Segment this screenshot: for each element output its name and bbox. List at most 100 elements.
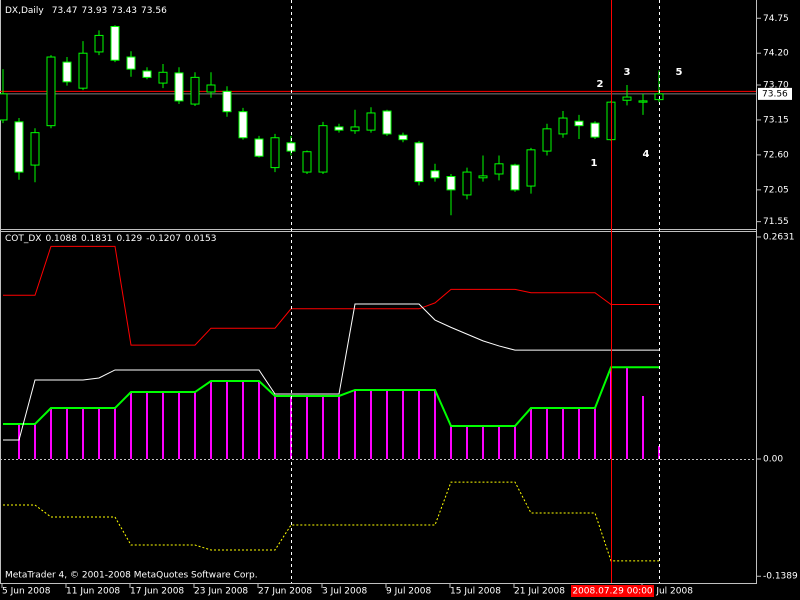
candle-body <box>62 61 72 83</box>
histogram-bar <box>258 381 260 460</box>
histogram-bar <box>114 408 116 460</box>
histogram-bar <box>338 395 340 460</box>
crosshair-box <box>571 585 654 597</box>
histogram-bar <box>434 389 436 460</box>
candle-body <box>0 93 8 121</box>
candle-body <box>398 134 408 141</box>
indicator-value: -0.1207 <box>146 234 181 244</box>
candle-body <box>302 151 312 173</box>
x-tick-label: 11 Jun 2008 <box>66 587 120 597</box>
title-high: 73.93 <box>82 6 108 16</box>
histogram-bar <box>146 392 148 460</box>
indicator-line <box>3 245 659 346</box>
histogram-bar <box>530 408 532 460</box>
title-name: DX,Daily <box>5 6 44 16</box>
candle-body <box>478 175 488 179</box>
x-tick-label: 15 Jul 2008 <box>450 587 501 597</box>
x-tick-label: 31 Jul 2008 <box>642 587 693 597</box>
x-tick-label: 23 Jun 2008 <box>194 587 248 597</box>
y-tick-label: 72.05 <box>763 185 789 195</box>
histogram-bar <box>626 367 628 460</box>
y-tick-label: -0.1389 <box>763 572 798 582</box>
candle-body <box>590 122 600 138</box>
histogram-bar <box>354 389 356 460</box>
histogram-bar <box>578 408 580 460</box>
candle-body <box>622 96 632 101</box>
histogram-bar <box>322 395 324 460</box>
candle-body <box>254 138 264 157</box>
title-close: 73.56 <box>141 6 167 16</box>
candle-body <box>30 132 40 166</box>
histogram-bar <box>370 389 372 460</box>
indicator-value: 0.1088 <box>45 234 77 244</box>
candle-body <box>558 117 568 135</box>
histogram-bar <box>66 408 68 460</box>
y-tick-label: 74.75 <box>763 14 789 24</box>
indicator-name: COT_DX <box>5 234 41 244</box>
histogram-bar <box>306 395 308 460</box>
annotation: 4 <box>643 149 650 160</box>
histogram-bar <box>226 381 228 460</box>
candle-body <box>446 176 456 191</box>
histogram-bar <box>642 395 644 460</box>
histogram-bar <box>82 408 84 460</box>
histogram-bar <box>242 381 244 460</box>
candle-body <box>382 110 392 135</box>
histogram-bar <box>274 395 276 460</box>
x-tick-label: 21 Jul 2008 <box>514 587 565 597</box>
candle-body <box>574 120 584 127</box>
histogram-bar <box>194 392 196 460</box>
candle-body <box>158 71 168 84</box>
candle-body <box>526 149 536 187</box>
candle-body <box>318 125 328 173</box>
candle-body <box>46 56 56 127</box>
histogram-bar <box>562 408 564 460</box>
candle-body <box>110 26 120 61</box>
candle-body <box>462 171 472 196</box>
indicator-value: 0.0153 <box>185 234 217 244</box>
histogram-bar <box>50 408 52 460</box>
annotation: 2 <box>597 79 604 90</box>
y-tick-label: 73.70 <box>763 80 789 90</box>
indicator-title: COT_DX 0.1088 0.1831 0.129 -0.1207 0.0153 <box>5 234 216 244</box>
candle-body <box>206 84 216 93</box>
candle-body <box>14 121 24 173</box>
x-tick-label: 27 Jun 2008 <box>258 587 312 597</box>
candle-body <box>334 126 344 131</box>
candle-body <box>94 34 104 53</box>
y-tick-label: 73.15 <box>763 115 789 125</box>
histogram-bar <box>34 423 36 460</box>
candle-body <box>222 90 232 113</box>
y-tick-label: 0.00 <box>763 455 783 465</box>
histogram-bar <box>498 426 500 460</box>
x-tick-label: 3 Jul 2008 <box>322 587 367 597</box>
candle-body <box>430 170 440 179</box>
x-tick-label: 9 Jul 2008 <box>386 587 431 597</box>
candle-body <box>142 70 152 78</box>
histogram-bar <box>130 392 132 460</box>
histogram-bar <box>210 381 212 460</box>
candle-body <box>126 56 136 70</box>
crosshair-label: 2008.07.29 00:00 <box>572 587 653 597</box>
chart-title: DX,Daily 73.47 73.93 73.43 73.56 <box>5 6 167 16</box>
indicator-line <box>3 481 659 562</box>
x-tick-label: 17 Jun 2008 <box>130 587 184 597</box>
annotation: 1 <box>591 158 598 169</box>
y-tick-label: 0.2631 <box>763 232 795 242</box>
candle-body <box>238 111 248 139</box>
candle-body <box>350 126 360 132</box>
histogram-bar <box>546 408 548 460</box>
candle-body <box>638 100 648 103</box>
histogram-bar <box>418 389 420 460</box>
y-tick-label: 71.55 <box>763 217 789 227</box>
x-tick-label: 5 Jun 2008 <box>2 587 51 597</box>
y-tick-label: 72.60 <box>763 150 789 160</box>
histogram-bar <box>18 423 20 460</box>
candle-body <box>542 128 552 152</box>
candle-body <box>78 52 88 89</box>
histogram-bar <box>162 392 164 460</box>
candle-body <box>174 72 184 102</box>
